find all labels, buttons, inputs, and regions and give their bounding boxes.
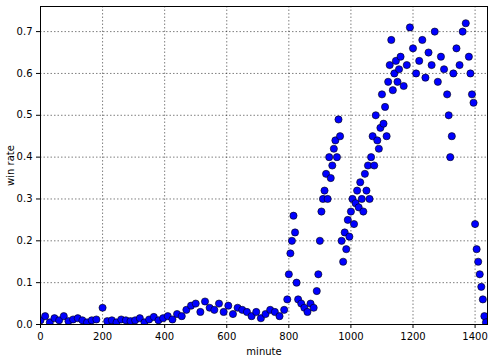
svg-text:1400: 1400 bbox=[462, 331, 487, 342]
svg-text:200: 200 bbox=[93, 331, 112, 342]
svg-text:minute: minute bbox=[246, 346, 281, 357]
svg-text:1200: 1200 bbox=[400, 331, 425, 342]
svg-text:400: 400 bbox=[155, 331, 174, 342]
svg-text:1000: 1000 bbox=[338, 331, 363, 342]
svg-text:0.1: 0.1 bbox=[17, 277, 33, 288]
svg-text:800: 800 bbox=[279, 331, 298, 342]
svg-text:0.7: 0.7 bbox=[17, 26, 33, 37]
svg-text:0.3: 0.3 bbox=[17, 193, 33, 204]
svg-text:0.2: 0.2 bbox=[17, 235, 33, 246]
svg-text:win rate: win rate bbox=[5, 145, 16, 186]
svg-text:0.6: 0.6 bbox=[17, 68, 33, 79]
svg-text:0.5: 0.5 bbox=[17, 109, 33, 120]
svg-text:0.0: 0.0 bbox=[17, 319, 33, 330]
svg-text:0.4: 0.4 bbox=[17, 151, 33, 162]
svg-text:600: 600 bbox=[217, 331, 236, 342]
svg-text:0: 0 bbox=[37, 331, 43, 342]
